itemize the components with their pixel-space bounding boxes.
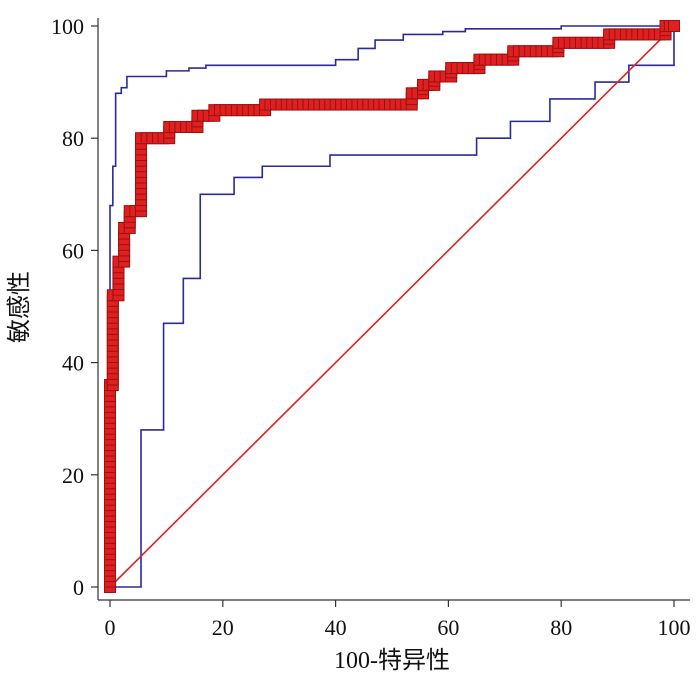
x-tick-label: 60	[437, 615, 459, 640]
y-tick-label: 100	[51, 14, 84, 39]
reference-diagonal-line	[109, 25, 675, 588]
roc-markers	[104, 20, 680, 593]
x-tick-label: 80	[550, 615, 572, 640]
y-tick-label: 80	[62, 126, 84, 151]
plot-area	[104, 20, 680, 593]
x-tick-label: 0	[105, 615, 116, 640]
roc-marker	[668, 20, 680, 32]
x-axis-title: 100-特异性	[334, 647, 450, 674]
axes	[97, 18, 690, 601]
y-tick-label: 60	[62, 238, 84, 263]
ci-lower-line	[110, 26, 675, 588]
ci-upper-line	[109, 25, 674, 587]
y-tick-label: 0	[73, 575, 84, 600]
x-tick-label: 20	[212, 615, 234, 640]
x-tick-label: 100	[658, 615, 691, 640]
y-tick-label: 40	[62, 351, 84, 376]
y-tick-label: 20	[62, 463, 84, 488]
ticks: 0 20 40 60 80 100 0 20 40 60 80 100	[51, 14, 691, 640]
x-tick-label: 40	[325, 615, 347, 640]
y-axis-title: 敏感性	[6, 271, 33, 343]
